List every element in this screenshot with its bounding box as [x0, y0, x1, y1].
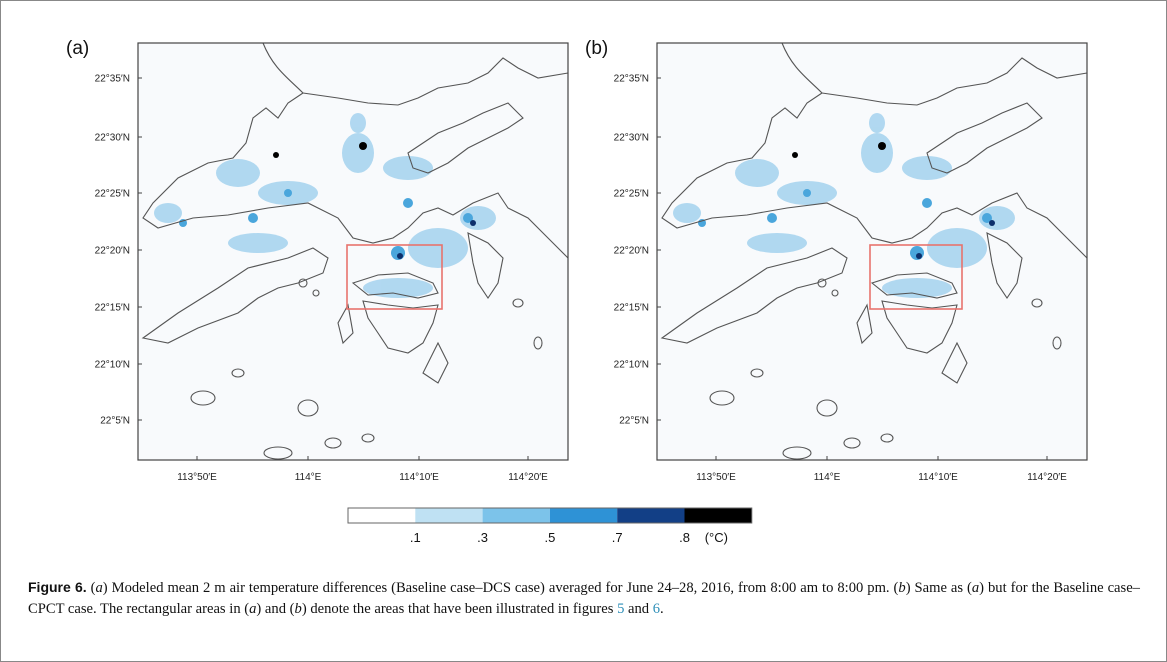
y-tick-label: 22°25′N: [614, 189, 649, 200]
y-tick-label: 22°25′N: [95, 189, 130, 200]
caption-text: ) but for the Baseline case–CPCT case. T…: [28, 580, 1140, 617]
y-tick-label: 22°10′N: [614, 360, 649, 371]
caption-label: Figure 6.: [28, 579, 87, 595]
colorbar-segment: [415, 508, 483, 523]
caption-text: a: [95, 580, 103, 596]
colorbar-unit: (°C): [705, 530, 728, 545]
panel-label: (b): [585, 38, 608, 59]
colorbar: .1 .3 .5 .7 .8 (°C): [347, 507, 753, 545]
map-panel: (a) 22°35′N 22°30′N 22°25′N 22°20′N 22°15′N 22…: [66, 38, 569, 483]
figure-link[interactable]: 6: [652, 601, 661, 617]
caption-text: ) Modeled mean 2 m air temperature diffe…: [102, 580, 899, 596]
caption-text: a: [971, 580, 980, 596]
y-tick-label: 22°35′N: [95, 74, 130, 85]
caption-text: b: [898, 580, 906, 596]
caption-text: ) denote the areas that have been illust…: [301, 601, 618, 617]
colorbar-frame: [347, 507, 753, 524]
caption-text: ) and (: [256, 601, 295, 617]
y-tick-label: 22°10′N: [95, 360, 130, 371]
y-tick-label: 22°20′N: [614, 246, 649, 257]
x-tick-label: 114°E: [295, 472, 322, 483]
y-tick-label: 22°20′N: [95, 246, 130, 257]
colorbar-segment: [549, 508, 618, 523]
caption-text: (: [90, 580, 96, 596]
x-tick-label: 114°E: [814, 472, 841, 483]
map-frame: [656, 42, 1088, 461]
figure-link[interactable]: 5: [617, 601, 625, 617]
colorbar-segment: [684, 508, 752, 523]
x-tick-label: 113°50′E: [177, 472, 217, 483]
caption-text: b: [294, 601, 302, 617]
map-background: [657, 43, 1087, 460]
y-tick-label: 22°30′N: [95, 133, 130, 144]
y-tick-label: 22°30′N: [614, 133, 649, 144]
colorbar-label: .1: [410, 530, 421, 545]
y-tick-label: 22°5′N: [619, 416, 649, 427]
caption-text: a: [249, 601, 257, 617]
y-tick-label: 22°15′N: [614, 303, 649, 314]
y-tick-label: 22°35′N: [614, 74, 649, 85]
y-tick-label: 22°5′N: [100, 416, 130, 427]
map-background: [138, 43, 568, 460]
caption: Figure 6. (a) Modeled mean 2 m air tempe…: [28, 577, 1140, 620]
highlight-box: [869, 244, 963, 310]
map-frame: [137, 42, 569, 461]
x-tick-label: 113°50′E: [696, 472, 736, 483]
colorbar-segment: [348, 508, 416, 523]
colorbar-segment: [482, 508, 550, 523]
map-panel: (b) 22°35′N 22°30′N 22°25′N 22°20′N 22°15′N 22…: [585, 38, 1088, 483]
x-tick-label: 114°20′E: [508, 472, 548, 483]
panel-label: (a): [66, 38, 89, 59]
colorbar-label: .3: [477, 530, 488, 545]
caption-text: ) Same as (: [905, 580, 972, 596]
caption-text: .: [660, 601, 664, 617]
colorbar-label: .7: [612, 530, 623, 545]
highlight-box: [346, 244, 443, 310]
colorbar-segment: [617, 508, 685, 523]
colorbar-label: .8: [679, 530, 690, 545]
caption-text: and: [624, 601, 653, 617]
y-tick-label: 22°15′N: [95, 303, 130, 314]
panels: (a) 22°35′N 22°30′N 22°25′N 22°20′N 22°15′N 22…: [66, 38, 1088, 483]
x-tick-label: 114°20′E: [1027, 472, 1067, 483]
colorbar-label: .5: [544, 530, 555, 545]
x-tick-label: 114°10′E: [918, 472, 958, 483]
x-tick-label: 114°10′E: [399, 472, 439, 483]
